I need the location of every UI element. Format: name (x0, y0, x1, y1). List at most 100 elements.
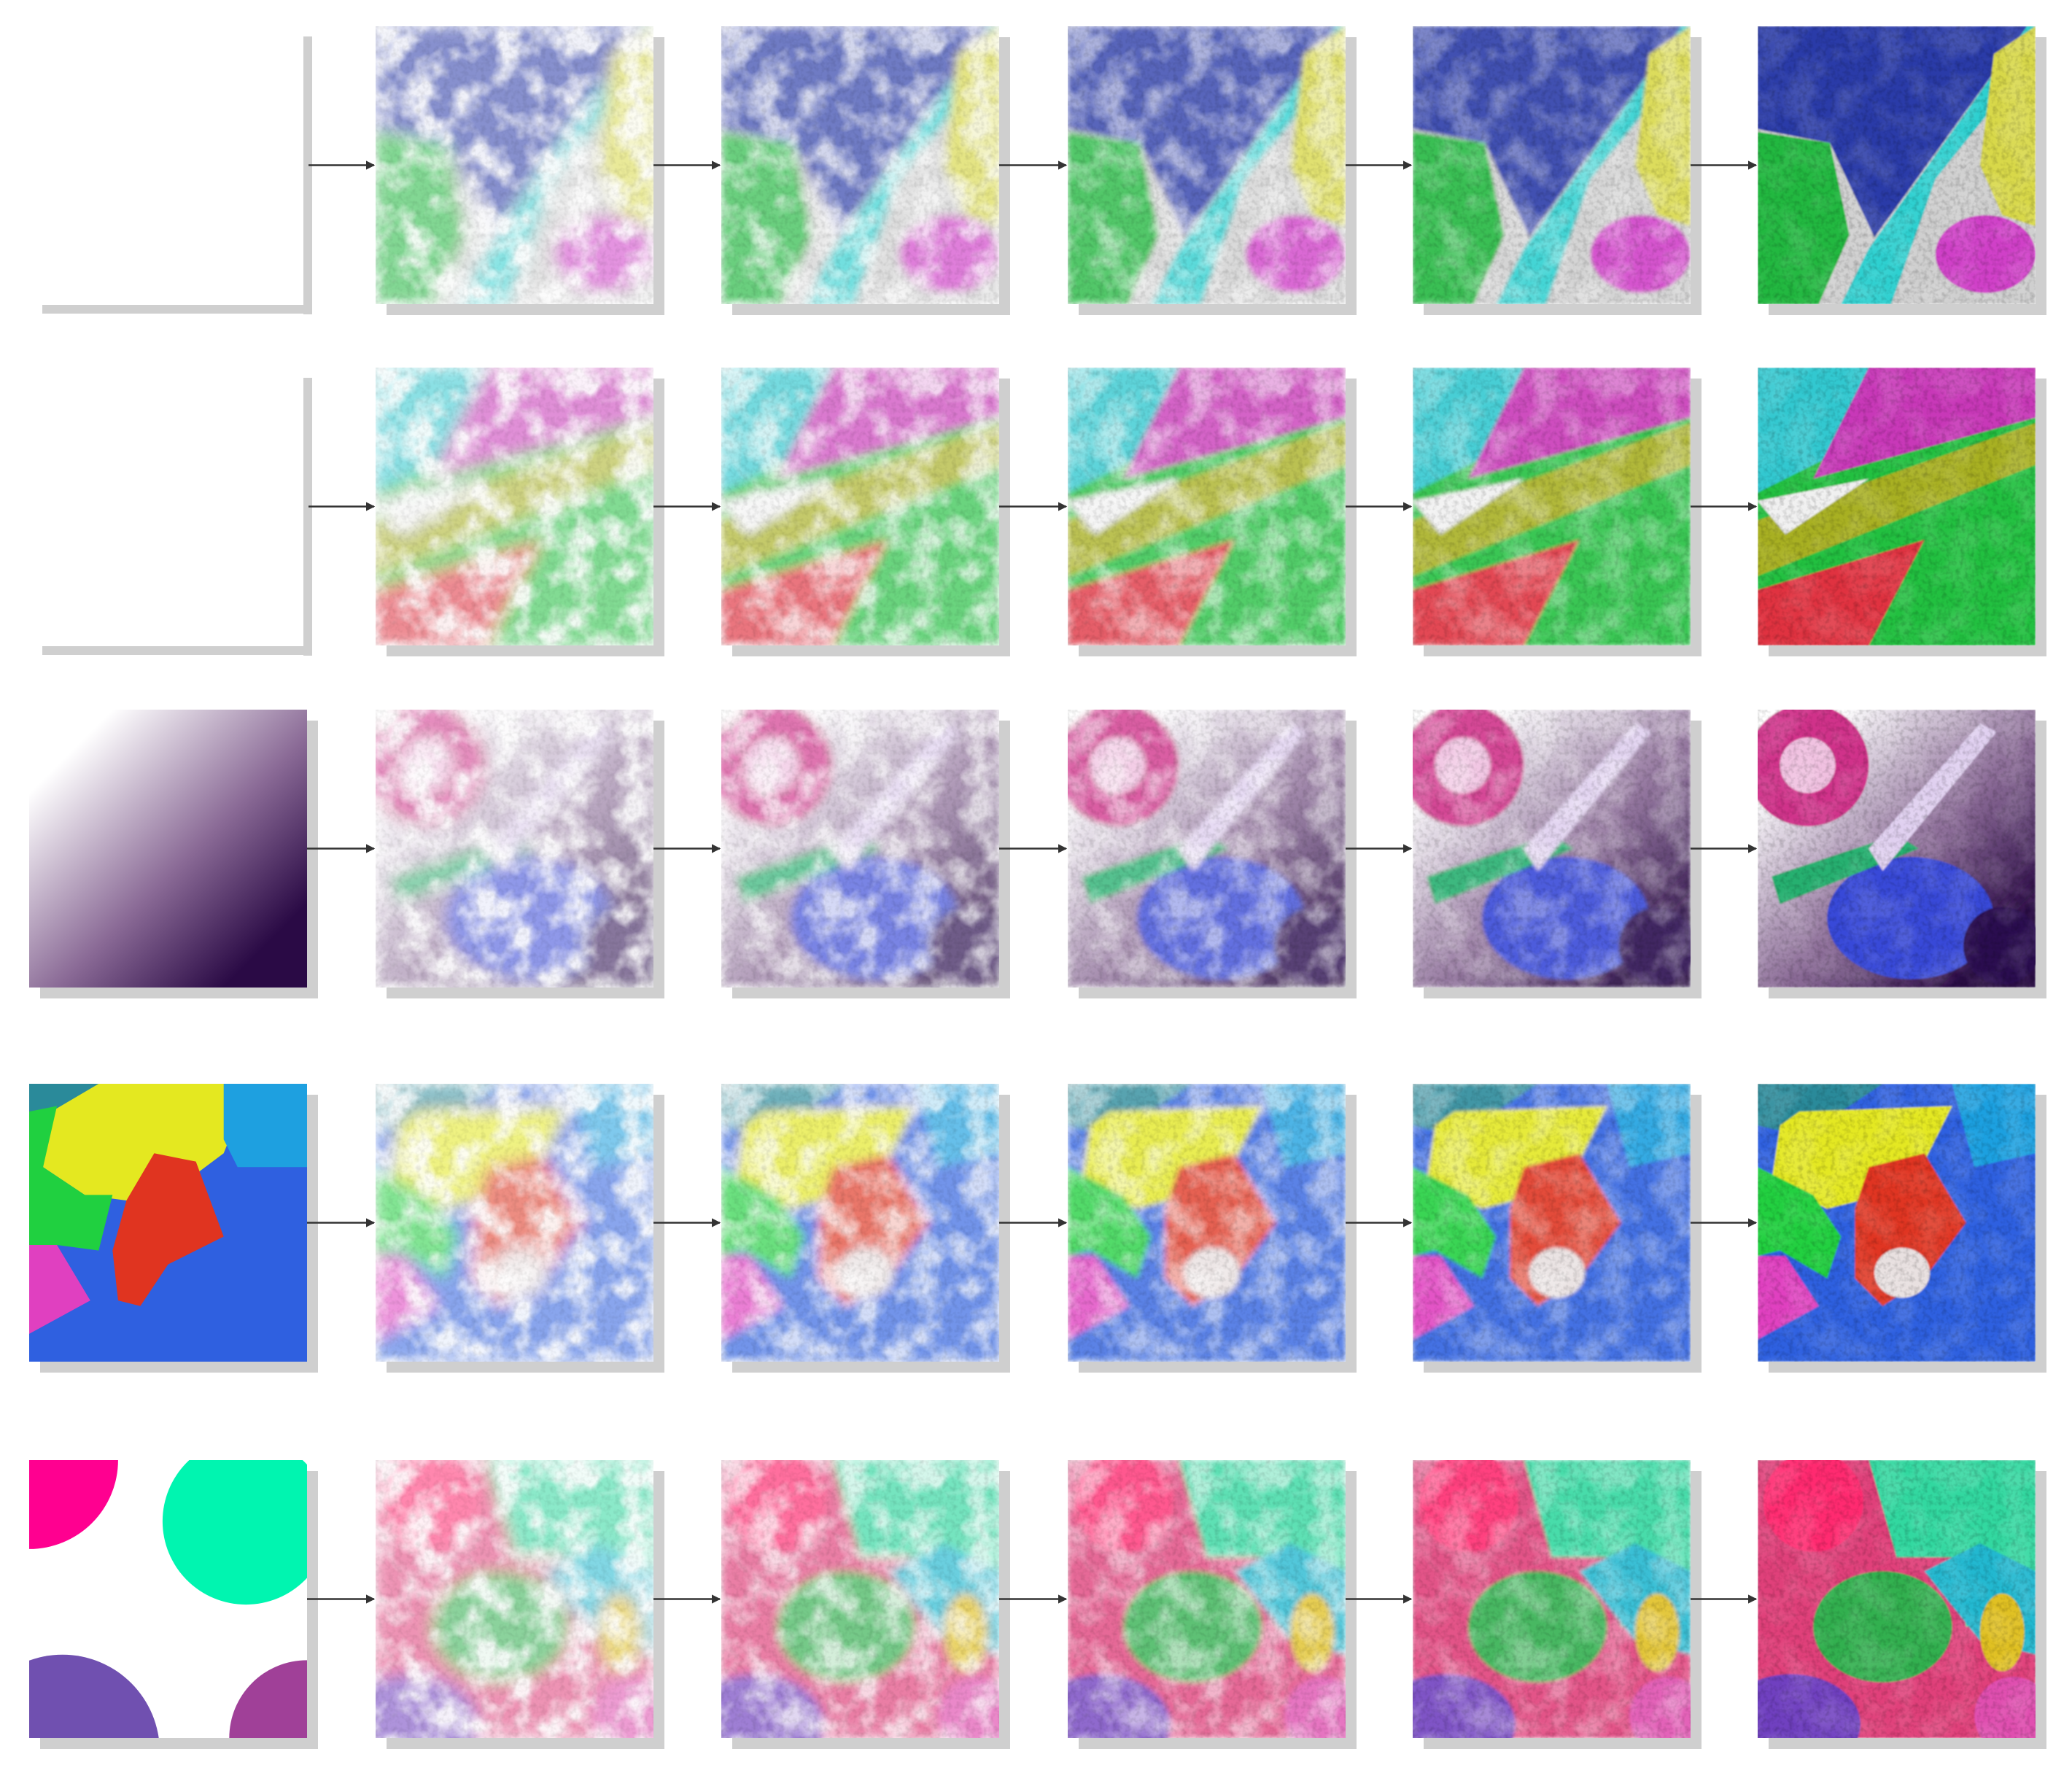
tile-image (376, 1460, 653, 1738)
tile (29, 1084, 318, 1373)
tile (1758, 368, 2046, 656)
tile (1068, 710, 1357, 998)
tile-image (1068, 26, 1346, 304)
grain-overlay (1413, 1460, 1691, 1738)
grain-overlay (1068, 1460, 1346, 1738)
tile-image (721, 26, 999, 304)
tile-image (721, 710, 999, 988)
tile-image (376, 368, 653, 645)
tile-image (29, 1460, 307, 1738)
tile (1758, 1460, 2046, 1749)
grain-overlay (376, 1460, 653, 1738)
tile-image (1413, 368, 1691, 645)
tile (1413, 1084, 1702, 1373)
tile (42, 36, 312, 314)
grain-overlay (1413, 26, 1691, 304)
grain-overlay (376, 1084, 653, 1362)
grain-overlay (376, 710, 653, 988)
texture-region (29, 1244, 90, 1334)
grain-overlay (1758, 710, 2036, 988)
tile (29, 1460, 318, 1749)
tile-image (721, 1084, 999, 1362)
tile-shadow (42, 646, 312, 655)
tile-image (1068, 1084, 1346, 1362)
tile-image (1413, 26, 1691, 304)
tile-shadow (303, 36, 312, 314)
grain-overlay (1068, 710, 1346, 988)
tile (1068, 26, 1357, 315)
tile (721, 1084, 1010, 1373)
tile (1068, 368, 1357, 656)
tile (1413, 368, 1702, 656)
texture-region (223, 1084, 307, 1168)
grain-overlay (721, 26, 999, 304)
texture-region (229, 1660, 307, 1738)
tile-image (1068, 710, 1346, 988)
tile (376, 710, 664, 998)
grain-overlay (1758, 368, 2036, 645)
tile-image (1758, 710, 2036, 988)
grain-overlay (376, 26, 653, 304)
tile-image (1758, 26, 2036, 304)
grain-overlay (376, 368, 653, 645)
texture-region (162, 1460, 307, 1605)
tile (1413, 710, 1702, 998)
tile (721, 710, 1010, 998)
tile (721, 368, 1010, 656)
grain-overlay (721, 368, 999, 645)
tile-image (376, 1084, 653, 1362)
grain-overlay (1758, 1084, 2036, 1362)
grain-overlay (1068, 1084, 1346, 1362)
grain-overlay (721, 1084, 999, 1362)
grain-overlay (1413, 368, 1691, 645)
tile-image (1413, 1460, 1691, 1738)
grain-overlay (1413, 1084, 1691, 1362)
tile-image (1068, 368, 1346, 645)
tile-image (721, 368, 999, 645)
tile (1758, 710, 2046, 998)
tile (376, 1084, 664, 1373)
tile-image (1413, 1084, 1691, 1362)
tile-image (1068, 1460, 1346, 1738)
tile-image (721, 1460, 999, 1738)
tile-image (1758, 1084, 2036, 1362)
tile (1068, 1460, 1357, 1749)
grain-overlay (1758, 1460, 2036, 1738)
tile (721, 1460, 1010, 1749)
tile-image (1413, 710, 1691, 988)
texture (29, 1084, 307, 1362)
texture-region (29, 1460, 118, 1549)
texture (29, 710, 307, 988)
grain-overlay (721, 1460, 999, 1738)
tile-image (29, 710, 307, 988)
tile-image (29, 1084, 307, 1362)
tile-image (376, 26, 653, 304)
tile (42, 378, 312, 656)
tile (1413, 1460, 1702, 1749)
tile (1068, 1084, 1357, 1373)
tile-shadow (42, 305, 312, 314)
tile (376, 1460, 664, 1749)
tile (1413, 26, 1702, 315)
tile-shadow (303, 378, 312, 656)
tile (376, 26, 664, 315)
tile-image (1758, 1460, 2036, 1738)
tile (29, 710, 318, 998)
texture-region (29, 1106, 113, 1251)
tile-image (376, 710, 653, 988)
texture-region (29, 1654, 159, 1738)
tile (721, 26, 1010, 315)
texture (29, 1460, 307, 1738)
tile-image (1758, 368, 2036, 645)
grain-overlay (1068, 26, 1346, 304)
texture-region (112, 1153, 224, 1306)
grain-overlay (1758, 26, 2036, 304)
grain-overlay (721, 710, 999, 988)
grain-overlay (1413, 710, 1691, 988)
texture-region (29, 710, 307, 988)
grain-overlay (1068, 368, 1346, 645)
tile (376, 368, 664, 656)
tile (1758, 1084, 2046, 1373)
